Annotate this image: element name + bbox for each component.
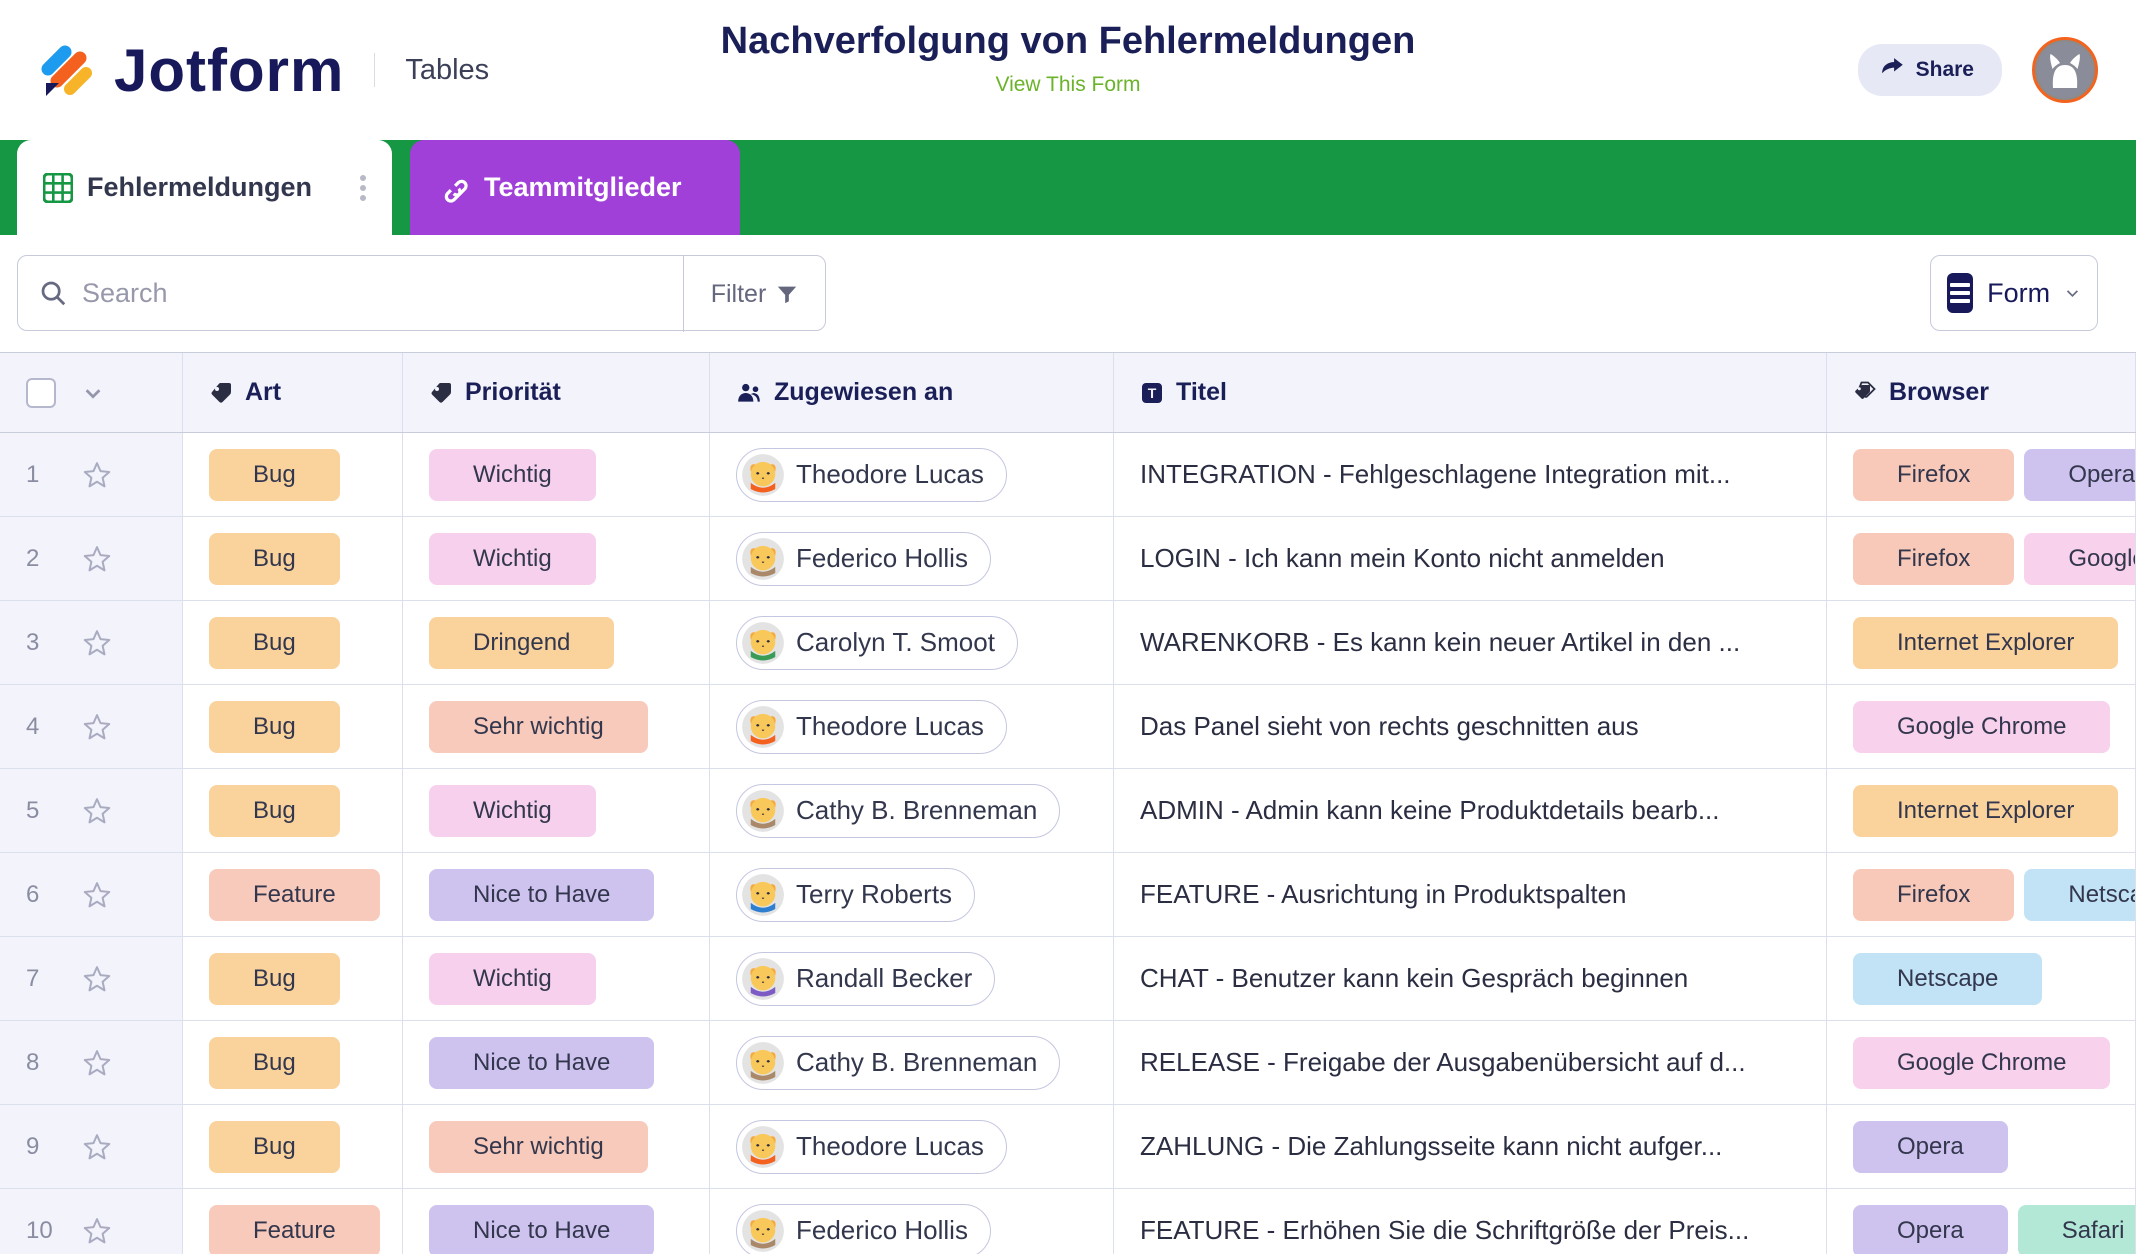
svg-text:T: T xyxy=(1148,385,1157,401)
